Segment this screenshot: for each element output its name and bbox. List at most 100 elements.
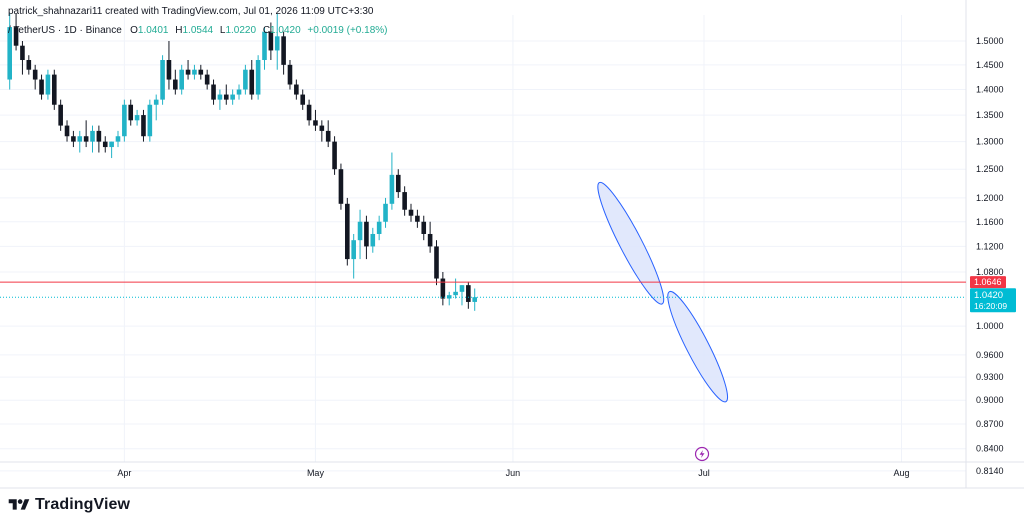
candle-body	[376, 221, 382, 234]
candle-body	[39, 79, 44, 95]
candle-body	[147, 104, 153, 137]
symbol-name: / TetherUS · 1D · Binance	[8, 25, 122, 36]
candle-body	[281, 36, 286, 65]
candle-body	[179, 69, 184, 90]
x-tick-label: Aug	[893, 468, 909, 478]
candle-body	[83, 136, 89, 142]
y-tick-label: 1.3500	[976, 110, 1004, 120]
y-tick-label: 1.0800	[976, 267, 1004, 277]
candle-body	[166, 60, 172, 80]
y-tick-label: 1.5000	[976, 36, 1004, 46]
candle-body	[128, 104, 134, 121]
candle-body	[141, 115, 146, 137]
y-tick-label: 1.2000	[976, 193, 1004, 203]
candle-body	[134, 115, 140, 121]
high-value: 1.0544	[182, 25, 214, 36]
candle-body	[32, 69, 38, 80]
y-tick-label: 1.1600	[976, 217, 1004, 227]
candle-body	[102, 141, 108, 148]
candle-body	[211, 84, 216, 100]
candle-body	[300, 94, 306, 105]
lightning-glyph	[699, 450, 705, 458]
candle-body	[421, 221, 427, 234]
price-axis[interactable]: 1.5000 1.4500 1.4000 1.3500 1.3000 1.2500 1.20…	[976, 36, 1004, 476]
candle-body	[45, 74, 51, 95]
countdown-value: 16:20:09	[974, 301, 1007, 311]
candle-series	[7, 13, 478, 311]
candle-body	[223, 94, 229, 100]
x-tick-label: Jul	[698, 468, 710, 478]
candle-body	[96, 130, 102, 142]
brand-name: TradingView	[35, 496, 131, 513]
candle-body	[408, 209, 414, 216]
candle-body	[440, 278, 446, 299]
candle-body	[427, 233, 433, 247]
candle-body	[26, 60, 32, 70]
candle-body	[459, 285, 465, 292]
candle-body	[338, 169, 344, 204]
x-tick-label: Apr	[117, 468, 131, 478]
candle-body	[64, 125, 70, 137]
candle-body	[345, 203, 350, 260]
candle-body	[255, 60, 261, 95]
candle-body	[383, 203, 388, 222]
close-value: 1.0420	[270, 25, 301, 36]
y-tick-label: 0.9600	[976, 350, 1004, 360]
y-tick-label: 0.8400	[976, 444, 1004, 454]
candle-body	[217, 94, 223, 100]
candle-body	[332, 141, 337, 170]
tradingview-logo-icon	[8, 499, 30, 510]
candle-body	[313, 120, 318, 126]
x-tick-label: May	[307, 468, 325, 478]
candle-body	[434, 246, 439, 279]
last-price-tag	[970, 288, 1016, 313]
candle-body	[192, 69, 197, 75]
change-value: +0.0019 (+0.18%)	[307, 25, 388, 36]
candle-body	[77, 136, 83, 142]
lightning-icon[interactable]	[694, 446, 710, 462]
candle-body	[351, 240, 356, 260]
candle-body	[230, 94, 235, 100]
y-tick-label: 1.2500	[976, 164, 1004, 174]
candle-body	[370, 233, 376, 247]
candle-body	[325, 130, 331, 142]
candle-body	[453, 291, 458, 296]
candle-body	[466, 285, 471, 302]
symbol-legend: / TetherUS · 1D · Binance O1.0401 H1.054…	[8, 25, 391, 36]
chart-grid	[0, 0, 1024, 489]
candle-body	[173, 79, 178, 90]
candle-body	[268, 31, 274, 51]
y-tick-label: 1.1200	[976, 241, 1004, 251]
ellipse-drawing	[597, 181, 665, 305]
open-value: 1.0401	[137, 25, 169, 36]
candle-body	[204, 74, 210, 85]
candle-body	[395, 174, 401, 193]
candle-body	[389, 174, 395, 204]
candle-body	[262, 31, 267, 61]
brand[interactable]: TradingView	[8, 496, 130, 514]
candle-body	[90, 130, 95, 142]
ellipse-drawing	[667, 290, 729, 403]
candle-body	[364, 221, 369, 247]
candle-body	[402, 192, 407, 210]
high-label: H	[175, 25, 183, 36]
time-axis[interactable]: Apr May Jun Jul Aug	[117, 468, 909, 478]
candle-body	[109, 141, 114, 148]
y-tick-label: 0.9000	[976, 395, 1004, 405]
price-lines	[0, 281, 966, 298]
candle-body	[71, 136, 76, 142]
y-tick-label: 1.4000	[976, 85, 1004, 95]
candle-body	[243, 69, 248, 90]
candle-body	[122, 104, 127, 137]
candle-body	[185, 69, 191, 75]
candle-body	[153, 99, 159, 105]
hline-price-value: 1.0646	[974, 277, 1002, 287]
x-tick-label: Jun	[506, 468, 521, 478]
candle-body	[198, 69, 204, 75]
candle-body	[415, 215, 420, 222]
ellipse-drawings[interactable]	[590, 178, 736, 407]
last-price-value: 1.0420	[974, 290, 1003, 301]
y-tick-label: 1.4500	[976, 60, 1004, 70]
